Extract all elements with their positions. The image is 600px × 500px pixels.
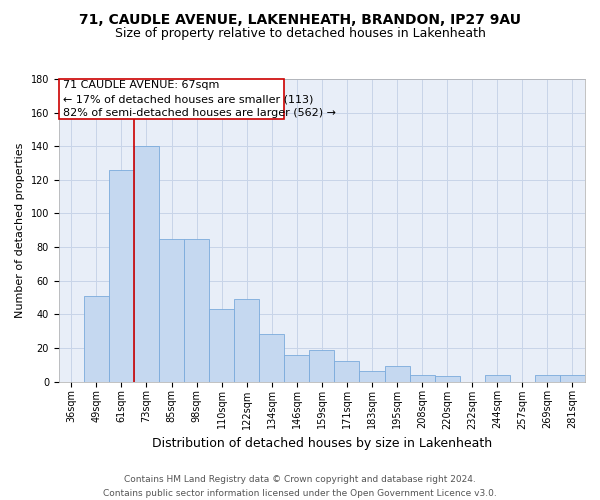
Bar [560,375,585,382]
Bar [385,366,410,382]
Bar [410,375,434,382]
Bar [284,354,310,382]
Bar [109,170,134,382]
Bar [485,375,510,382]
Bar [84,296,109,382]
Bar [334,362,359,382]
Bar [535,375,560,382]
Bar [234,299,259,382]
Bar [134,146,159,382]
Text: 71, CAUDLE AVENUE, LAKENHEATH, BRANDON, IP27 9AU: 71, CAUDLE AVENUE, LAKENHEATH, BRANDON, … [79,12,521,26]
Bar [259,334,284,382]
Bar [159,238,184,382]
Text: 71 CAUDLE AVENUE: 67sqm
← 17% of detached houses are smaller (113)
82% of semi-d: 71 CAUDLE AVENUE: 67sqm ← 17% of detache… [62,80,335,118]
FancyBboxPatch shape [59,79,284,120]
X-axis label: Distribution of detached houses by size in Lakenheath: Distribution of detached houses by size … [152,437,492,450]
Bar [359,372,385,382]
Bar [209,310,234,382]
Text: Size of property relative to detached houses in Lakenheath: Size of property relative to detached ho… [115,28,485,40]
Y-axis label: Number of detached properties: Number of detached properties [15,142,25,318]
Bar [184,238,209,382]
Bar [434,376,460,382]
Bar [310,350,334,382]
Text: Contains HM Land Registry data © Crown copyright and database right 2024.
Contai: Contains HM Land Registry data © Crown c… [103,476,497,498]
